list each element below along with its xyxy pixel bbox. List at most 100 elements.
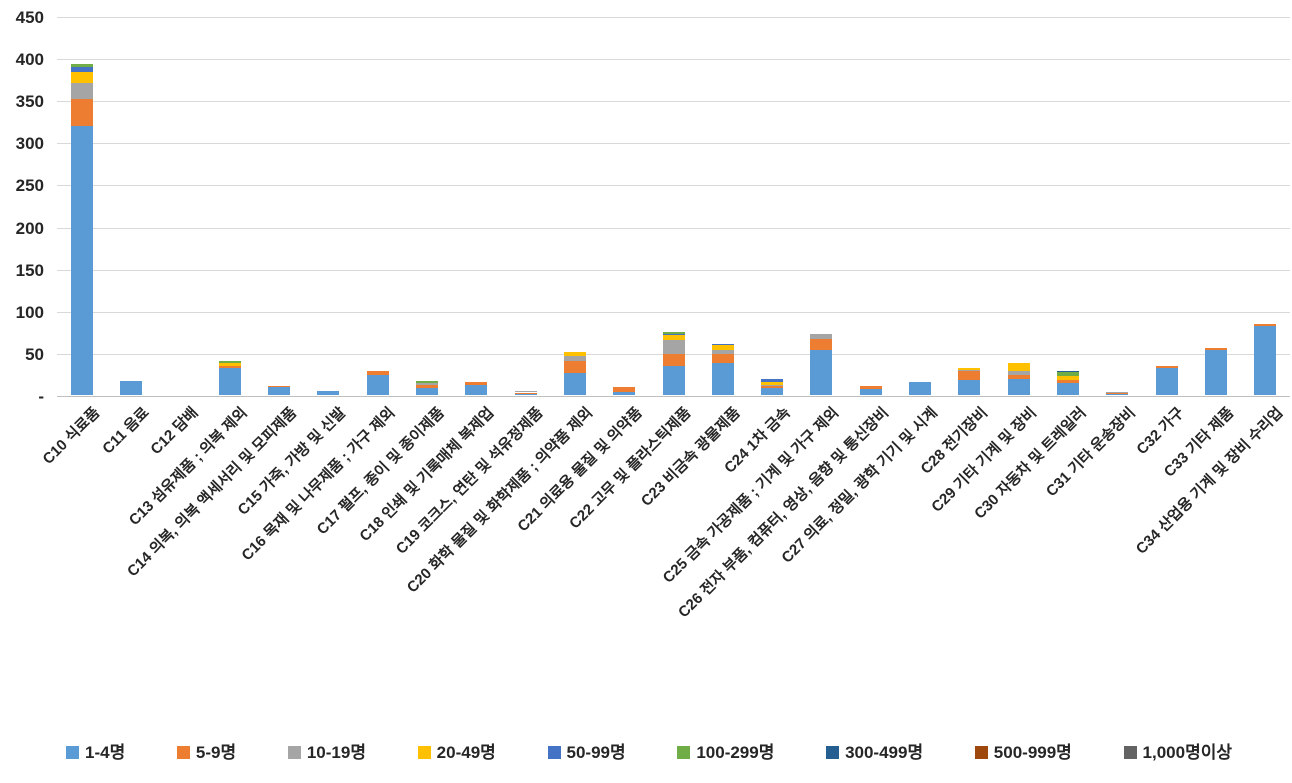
y-axis-tick-label: 300 (15, 134, 44, 154)
bar-segment-10-19명 (563, 356, 586, 362)
y-axis-tick-label: 150 (15, 260, 44, 280)
bar-segment-10-19명 (70, 83, 93, 99)
y-axis-tick-label: 400 (15, 50, 44, 70)
bar-segment-5-9명 (514, 392, 537, 394)
bar-segment-10-19명 (711, 349, 734, 354)
bar-segment-10-19명 (514, 390, 537, 393)
bar-C10 (70, 64, 93, 395)
x-axis-category-label: C11 음료 (98, 404, 153, 458)
bar-segment-50-99명 (70, 67, 93, 72)
bar-segment-1-4명 (810, 350, 833, 395)
bar-segment-100-299명 (662, 331, 685, 334)
bar-segment-20-49명 (70, 71, 93, 84)
bar-segment-5-9명 (1254, 324, 1277, 326)
legend-swatch-icon (287, 746, 301, 759)
bar-C34 (1254, 324, 1277, 395)
legend-item-500-999명: 500-999명 (974, 743, 1072, 762)
legend-swatch-icon (677, 746, 691, 759)
bar-C29 (1007, 363, 1030, 395)
bar-segment-5-9명 (1155, 366, 1178, 369)
bar-segment-1-4명 (514, 393, 537, 395)
bar-C25 (810, 333, 833, 395)
bar-C31 (1106, 391, 1129, 395)
bar-segment-20-49명 (761, 382, 784, 385)
gridline (57, 101, 1290, 103)
bar-segment-1-4명 (415, 388, 438, 395)
bar-segment-1-4명 (1106, 393, 1129, 395)
bar-segment-5-9명 (366, 371, 389, 375)
gridline (57, 227, 1290, 229)
legend-label: 5-9명 (195, 743, 237, 762)
legend-label: 10-19명 (306, 743, 366, 762)
gridline (57, 185, 1290, 187)
legend-item-50-99명: 50-99명 (547, 744, 626, 761)
legend-label: 20-49명 (436, 743, 496, 762)
bar-C14 (267, 385, 290, 395)
bar-C16 (366, 371, 389, 395)
y-axis-tick-label: 50 (25, 344, 44, 364)
bar-segment-10-19명 (1106, 391, 1129, 393)
bar-segment-1-4명 (70, 125, 93, 395)
bar-segment-20-49명 (1007, 363, 1030, 371)
bar-segment-1-4명 (1205, 349, 1228, 395)
legend-item-5-9명: 5-9명 (176, 743, 237, 762)
bar-segment-1-4명 (1155, 368, 1178, 395)
x-axis-category-label: C10 식료품 (39, 404, 103, 468)
legend-swatch-icon (547, 746, 561, 759)
legend-label: 100-299명 (696, 743, 775, 762)
legend: 1-4명 5-9명 10-19명 20-49명 50-99명 100-299명 300-49… (66, 744, 1232, 761)
bar-C32 (1155, 366, 1178, 395)
y-axis-tick-label: 100 (15, 302, 44, 322)
bar-segment-1-4명 (119, 380, 142, 395)
bar-segment-5-9명 (613, 386, 636, 393)
legend-item-10-19명: 10-19명 (287, 743, 366, 762)
legend-swatch-icon (974, 746, 988, 759)
bar-segment-100-299명 (1057, 372, 1080, 376)
bar-segment-5-9명 (267, 385, 290, 388)
bar-segment-1-4명 (1254, 325, 1277, 395)
legend-swatch-icon (417, 746, 431, 759)
bar-segment-20-49명 (218, 363, 241, 366)
bar-segment-5-9명 (465, 382, 488, 385)
legend-label: 500-999명 (993, 743, 1072, 762)
bar-segment-5-9명 (810, 339, 833, 351)
bar-C20 (563, 352, 586, 395)
bar-C24 (761, 379, 784, 395)
gridline (57, 143, 1290, 145)
plot-area (57, 17, 1290, 397)
bar-segment-1-4명 (317, 390, 340, 395)
legend-label: 300-499명 (845, 743, 924, 762)
bar-segment-5-9명 (1007, 374, 1030, 379)
bar-segment-5-9명 (1205, 347, 1228, 350)
bar-segment-1-4명 (909, 381, 932, 395)
bar-segment-20-49명 (662, 335, 685, 341)
bar-segment-1-4명 (761, 388, 784, 395)
bar-segment-10-19명 (1007, 370, 1030, 375)
bar-segment-50-99명 (662, 333, 685, 336)
bar-segment-5-9명 (1057, 379, 1080, 384)
bar-segment-1-4명 (465, 384, 488, 395)
bar-C15 (317, 390, 340, 395)
y-axis-tick-label: 250 (15, 176, 44, 196)
bar-C28 (958, 368, 981, 395)
y-axis-tick-label: - (38, 387, 44, 406)
legend-swatch-icon (176, 746, 190, 759)
bar-segment-1-4명 (711, 363, 734, 395)
bar-segment-300-499명 (1057, 370, 1080, 373)
bar-segment-100-299명 (415, 380, 438, 384)
bar-segment-100-299명 (218, 361, 241, 363)
bar-segment-20-49명 (563, 352, 586, 357)
bar-C19 (514, 390, 537, 395)
legend-item-1-4명: 1-4명 (66, 744, 125, 761)
y-axis-tick-label: 200 (15, 218, 44, 238)
bar-segment-1-4명 (563, 373, 586, 395)
gridline (57, 311, 1290, 313)
bar-segment-5-9명 (1106, 392, 1129, 394)
legend-swatch-icon (826, 746, 840, 759)
bar-segment-5-9명 (711, 353, 734, 363)
bar-segment-20-49명 (711, 345, 734, 350)
legend-item-20-49명: 20-49명 (417, 743, 496, 762)
bar-segment-50-99명 (711, 343, 734, 346)
bar-C23 (711, 343, 734, 395)
